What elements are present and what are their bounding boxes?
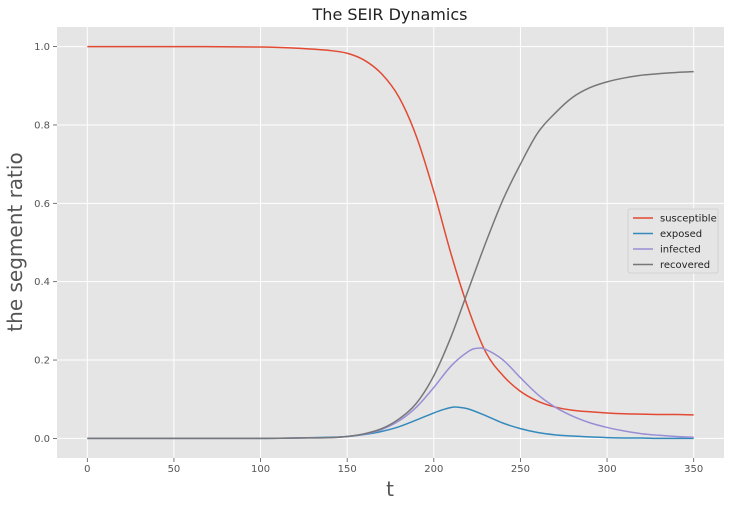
chart-title: The SEIR Dynamics: [312, 5, 468, 24]
x-tick-label: 150: [338, 464, 357, 475]
series-layer: [87, 45, 694, 440]
legend-label-susceptible: susceptible: [660, 214, 717, 225]
y-axis-label: the segment ratio: [3, 152, 27, 331]
y-tick-label: 0.2: [34, 356, 50, 367]
tick-labels: 0 50 100 150 200 250 300 350 0.0 0.2 0.4 0.6 0.8 1.0: [34, 42, 703, 475]
x-tick-label: 0: [84, 464, 90, 475]
y-tick-label: 0.8: [34, 120, 50, 131]
x-tick-label: 200: [424, 464, 443, 475]
x-tick-label: 50: [168, 464, 181, 475]
legend: susceptible exposed infected recovered: [627, 208, 719, 274]
legend-label-recovered: recovered: [660, 260, 710, 271]
series-line-susceptible: [87, 45, 694, 416]
x-tick-label: 100: [251, 464, 270, 475]
legend-label-exposed: exposed: [660, 229, 702, 240]
plot-background: [57, 27, 724, 458]
y-tick-label: 0.0: [34, 434, 50, 445]
grid: [57, 27, 724, 458]
y-tick-label: 1.0: [34, 42, 50, 53]
y-tick-label: 0.4: [34, 277, 50, 288]
x-tick-label: 250: [511, 464, 530, 475]
x-axis-label: t: [386, 477, 394, 501]
y-tick-label: 0.6: [34, 199, 50, 210]
x-tick-label: 350: [684, 464, 703, 475]
legend-label-infected: infected: [660, 245, 701, 256]
x-tick-label: 300: [598, 464, 617, 475]
legend-box: [627, 208, 719, 274]
series-line-recovered: [87, 70, 694, 440]
